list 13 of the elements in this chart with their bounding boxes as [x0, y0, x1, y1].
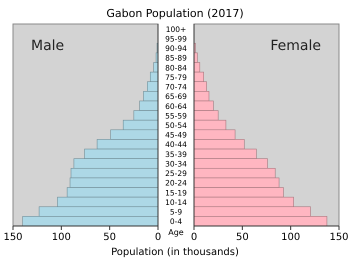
y-axis-title: Age [168, 228, 184, 237]
x-tick-label: 150 [3, 232, 23, 243]
text: Female [270, 38, 321, 54]
x-tick-label: 150 [329, 232, 349, 243]
text: Male [31, 38, 64, 54]
x-tick-label: 0 [154, 232, 162, 243]
x-tick-label: 0 [190, 232, 198, 243]
x-tick-label: 100 [52, 232, 71, 243]
x-tick-label: 50 [103, 232, 116, 243]
x-tick-label: 100 [281, 232, 300, 243]
chart-title: Gabon Population (2017) [106, 7, 244, 20]
x-tick-label: 50 [236, 232, 249, 243]
x-axis-title: Population (in thousands) [111, 247, 239, 258]
